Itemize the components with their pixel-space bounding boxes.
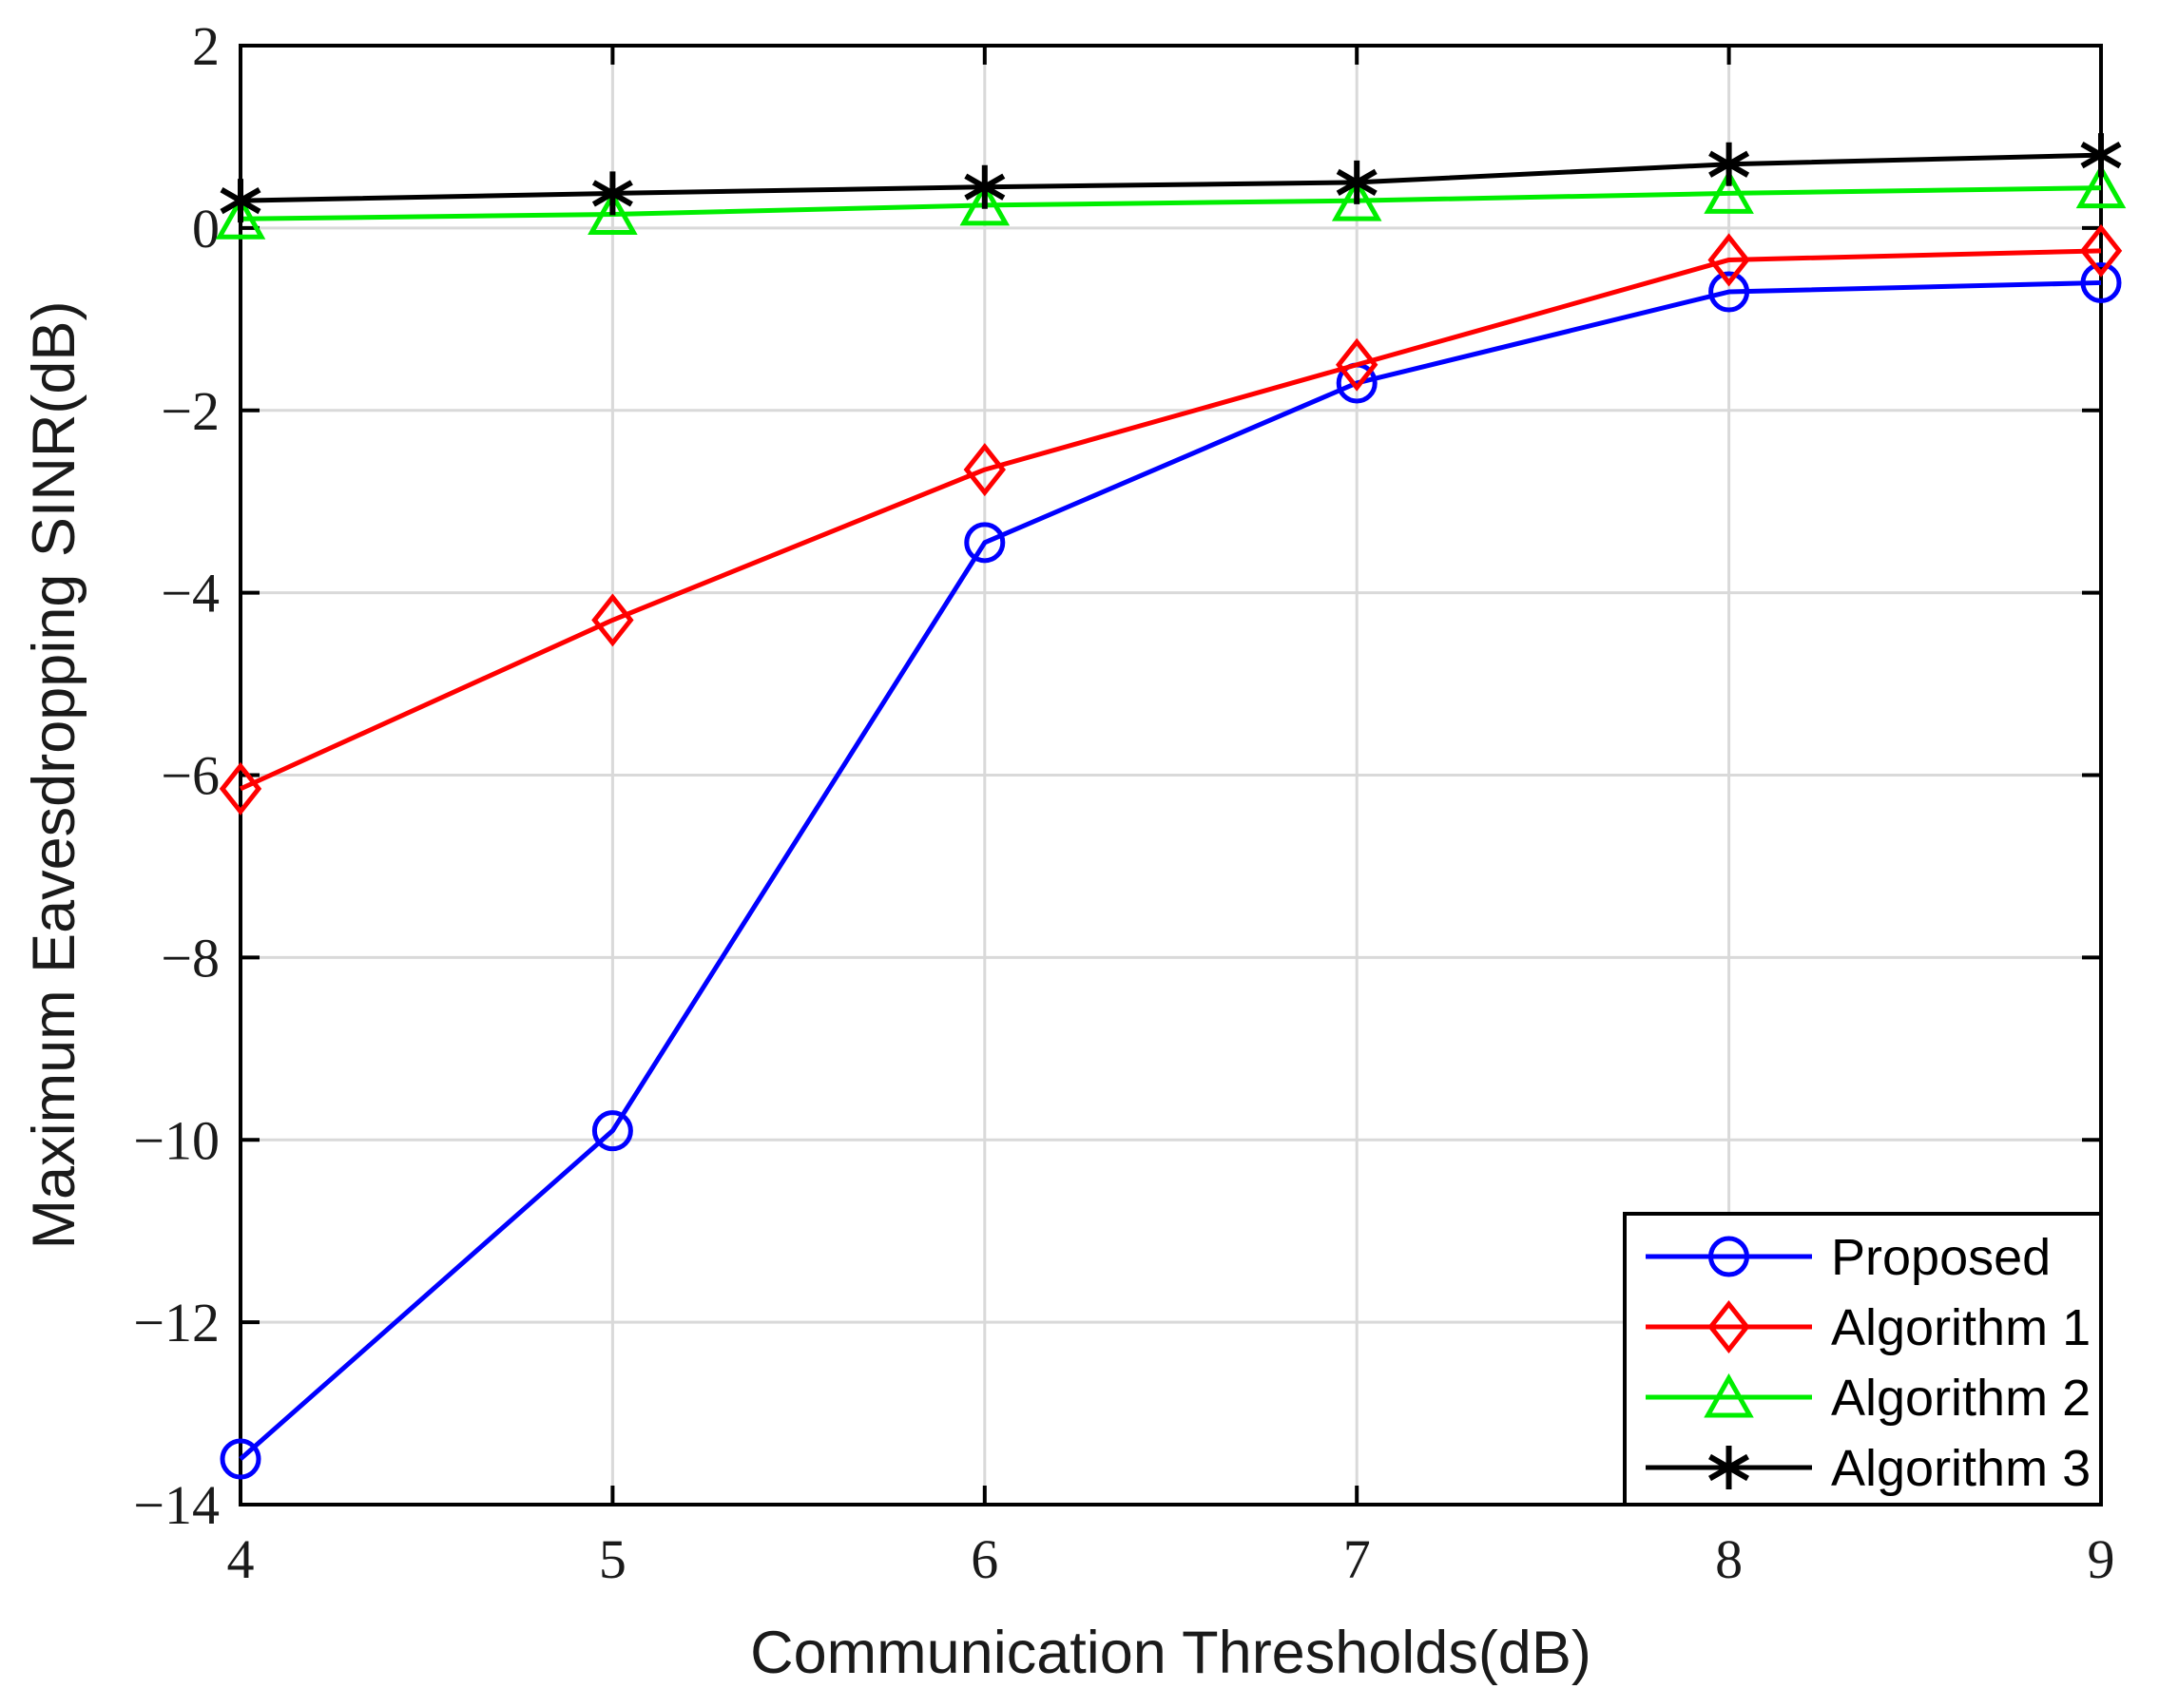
triangle-up-marker bbox=[959, 181, 1011, 226]
x-tick-label: 7 bbox=[1343, 1528, 1371, 1590]
y-axis-label: Maximum Eavesdropping SINR(dB) bbox=[21, 301, 87, 1250]
asterisk-marker bbox=[1336, 160, 1378, 204]
legend-label: Proposed bbox=[1831, 1229, 2051, 1286]
asterisk-marker bbox=[964, 164, 1006, 209]
triangle-up-marker bbox=[1704, 1372, 1754, 1418]
axes: 4 5 6 7 8 9 2 0 −2 −4 −6 −8 −10 −12 −14 bbox=[133, 15, 2114, 1590]
asterisk-marker bbox=[1708, 1446, 1749, 1489]
y-tick-label: −10 bbox=[133, 1109, 220, 1171]
series-algorithm-3 bbox=[220, 133, 2122, 223]
series-algorithm-1 bbox=[219, 223, 2123, 816]
grid bbox=[241, 46, 2101, 1505]
diamond-marker bbox=[591, 593, 634, 647]
series-proposed bbox=[220, 261, 2122, 1480]
x-tick-label: 8 bbox=[1715, 1528, 1743, 1590]
circle-marker bbox=[964, 522, 1006, 564]
series-line-algorithm-3 bbox=[240, 152, 2102, 203]
y-tick-label: 0 bbox=[192, 198, 220, 259]
legend-label: Algorithm 1 bbox=[1831, 1299, 2091, 1356]
series-algorithm-2 bbox=[215, 163, 2127, 240]
y-tick-label: −12 bbox=[133, 1292, 220, 1353]
x-tick-label: 5 bbox=[599, 1528, 626, 1590]
diamond-marker bbox=[219, 761, 262, 816]
circle-marker bbox=[220, 1438, 261, 1480]
legend: Proposed Algorithm 1 Algorithm 2 Algorithm … bbox=[1623, 1212, 2103, 1506]
x-tick-label: 6 bbox=[971, 1528, 998, 1590]
diamond-marker bbox=[963, 443, 1006, 497]
series-line-proposed bbox=[239, 279, 2102, 1461]
series bbox=[215, 133, 2127, 1480]
triangle-up-marker bbox=[588, 190, 638, 235]
circle-marker bbox=[2080, 261, 2122, 303]
y-tick-label: −4 bbox=[161, 563, 220, 624]
asterisk-marker bbox=[591, 171, 633, 216]
legend-entry-algorithm-3: Algorithm 3 bbox=[1646, 1440, 2091, 1497]
circle-marker bbox=[1708, 1236, 1749, 1277]
x-tick-label: 9 bbox=[2088, 1528, 2115, 1590]
triangle-up-marker bbox=[1704, 169, 1754, 214]
y-tick-label: 2 bbox=[192, 15, 220, 77]
legend-entry-algorithm-2: Algorithm 2 bbox=[1646, 1370, 2091, 1427]
y-tick-label: −6 bbox=[161, 745, 220, 807]
axis-labels: Communication Thresholds(dB) Maximum Eave… bbox=[21, 301, 1591, 1686]
asterisk-marker bbox=[2080, 133, 2122, 178]
legend-label: Algorithm 3 bbox=[1831, 1440, 2091, 1497]
circle-marker bbox=[1708, 271, 1750, 313]
diamond-marker bbox=[1336, 337, 1378, 392]
triangle-up-marker bbox=[2075, 163, 2127, 209]
circle-marker bbox=[591, 1110, 633, 1152]
series-line-algorithm-1 bbox=[239, 248, 2102, 792]
legend-entry-proposed: Proposed bbox=[1646, 1229, 2051, 1286]
diamond-marker bbox=[1707, 233, 1750, 287]
series-line-algorithm-2 bbox=[240, 185, 2102, 221]
x-tick-label: 4 bbox=[227, 1528, 255, 1590]
diamond-marker bbox=[2079, 223, 2123, 278]
legend-entry-algorithm-1: Algorithm 1 bbox=[1646, 1299, 2091, 1356]
legend-label: Algorithm 2 bbox=[1831, 1370, 2091, 1427]
triangle-up-marker bbox=[215, 195, 266, 240]
y-tick-label: −2 bbox=[161, 380, 220, 442]
triangle-up-marker bbox=[1331, 177, 1382, 221]
legend-box bbox=[1623, 1212, 2103, 1506]
asterisk-marker bbox=[220, 179, 261, 223]
y-tick-label: −8 bbox=[161, 927, 220, 988]
y-tick-label: −14 bbox=[133, 1474, 220, 1536]
x-axis-label: Communication Thresholds(dB) bbox=[750, 1620, 1591, 1686]
asterisk-marker bbox=[1708, 142, 1750, 186]
diamond-marker bbox=[1707, 1299, 1750, 1354]
